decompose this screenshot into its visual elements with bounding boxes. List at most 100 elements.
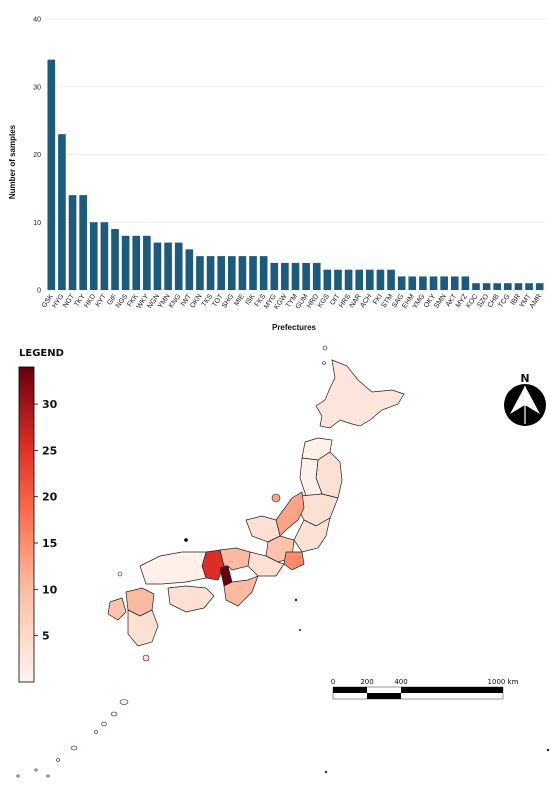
bar-koc (472, 283, 480, 290)
bar-ehm (408, 276, 417, 290)
legend-title: LEGEND (19, 348, 64, 359)
y-tick-label: 40 (33, 17, 41, 24)
legend-tick-label: 20 (42, 491, 58, 504)
y-tick-label: 20 (33, 152, 41, 159)
legend-tick-label: 15 (42, 537, 57, 550)
bar-oky (429, 276, 438, 290)
bar-ngt (68, 195, 77, 290)
bar-fki (376, 269, 385, 290)
bar-shg (227, 256, 236, 290)
region-niigata (275, 491, 305, 537)
region-tokyo (283, 551, 305, 571)
bar-fkk (132, 235, 141, 290)
bar-myz (461, 276, 470, 290)
x-tick-label: HKD (83, 293, 97, 309)
island-ogasawara (324, 770, 328, 774)
north-arrow-icon: N (504, 372, 546, 426)
y-axis-label: Number of samples (8, 124, 17, 199)
bar-gum (302, 262, 310, 290)
bar-hkd (89, 222, 98, 290)
island-izu (294, 598, 298, 602)
bar-ymg (419, 276, 427, 290)
island-tsushima (117, 571, 123, 577)
x-tick-label: SHG (221, 293, 235, 309)
y-axis-ticks: 0 10 20 30 40 (33, 17, 41, 295)
bar-akt (450, 276, 459, 290)
japan-choropleth-map: LEGEND 5 10 15 20 25 30 N (16, 345, 550, 778)
bar-tks (206, 256, 215, 290)
bar-myg (270, 262, 279, 290)
island-rishiri (322, 345, 328, 351)
bar-series (47, 59, 544, 291)
north-label: N (520, 372, 529, 385)
ryukyu-islands (16, 699, 129, 778)
scale-label-1000: 1000 km (488, 678, 519, 686)
bar-hyg (58, 134, 66, 290)
bar-gsk (47, 59, 56, 291)
bar-amr (535, 283, 544, 290)
scale-label-0: 0 (331, 678, 335, 686)
bar-iwt (185, 249, 194, 290)
x-axis-ticks: GSKHYGNGTTKYHKDKYTGIFNGSFKKWKYNGNYMNKNGI… (41, 293, 544, 311)
legend-colorbar (18, 366, 35, 683)
x-axis-label: Prefectures (272, 323, 317, 332)
bar-sag (397, 276, 406, 290)
bar-ngn (153, 242, 162, 290)
bar-ach (365, 269, 374, 290)
island-rebun (322, 361, 326, 365)
bar-ymt (525, 283, 533, 290)
bar-nar (355, 269, 364, 290)
x-tick-label: NGS (115, 293, 130, 310)
bar-okn (196, 256, 204, 290)
legend-tick-label: 25 (42, 444, 57, 457)
region-nagasaki (107, 597, 127, 621)
bar-tym (291, 262, 300, 290)
bar-kyt (100, 222, 109, 290)
x-tick-label: SMN (433, 293, 448, 310)
region-hokkaido (315, 359, 405, 429)
x-tick-label: KOC (465, 293, 479, 309)
bar-chart: 0 10 20 30 40 GSKHYGNGTTKYHKDKYTGIFNGSFKKWKY… (8, 17, 545, 332)
bar-tky (79, 195, 87, 290)
bar-szo (482, 283, 491, 290)
legend-tick-label: 5 (42, 630, 50, 643)
bar-oit (334, 269, 342, 290)
island-minamitori (546, 748, 550, 752)
region-kyushu-south (127, 609, 159, 647)
x-tick-label: KYT (94, 293, 108, 309)
region-kii (223, 575, 259, 607)
bar-gif (111, 229, 119, 290)
legend-tick-label: 30 (42, 398, 58, 411)
x-tick-label: AMR (529, 293, 544, 310)
bar-fks (259, 256, 268, 290)
x-tick-label: KGS (317, 293, 331, 309)
scale-label-200: 200 (360, 678, 373, 686)
bar-smn (440, 276, 448, 290)
bar-wky (143, 235, 151, 290)
region-kanto (293, 517, 331, 553)
bar-chb (493, 283, 502, 290)
region-chugoku (139, 551, 207, 585)
y-tick-label: 10 (33, 220, 41, 227)
bar-ymn (164, 242, 172, 290)
region-kyoto-shiga (219, 547, 251, 571)
island-oki (184, 538, 188, 542)
bar-stm (387, 269, 395, 290)
island-izu-south (299, 629, 301, 631)
region-tokai (247, 551, 285, 577)
x-tick-label: TCG (497, 293, 511, 309)
x-tick-label: MIE (233, 293, 246, 307)
grid-lines (46, 18, 545, 291)
bar-ibr (514, 283, 523, 290)
bar-tcg (504, 283, 512, 290)
x-tick-label: OKN (189, 293, 203, 309)
x-tick-label: KNG (168, 293, 182, 309)
bar-hrs (344, 269, 353, 290)
bar-kgw (281, 262, 289, 290)
island-kyushu-south (142, 654, 150, 662)
y-tick-label: 0 (37, 288, 41, 295)
scale-bar: 0 200 400 1000 km (331, 678, 519, 700)
legend-tick-label: 10 (42, 583, 58, 596)
legend-ticks: 5 10 15 20 25 30 (34, 398, 58, 643)
region-hokuriku (245, 515, 281, 543)
